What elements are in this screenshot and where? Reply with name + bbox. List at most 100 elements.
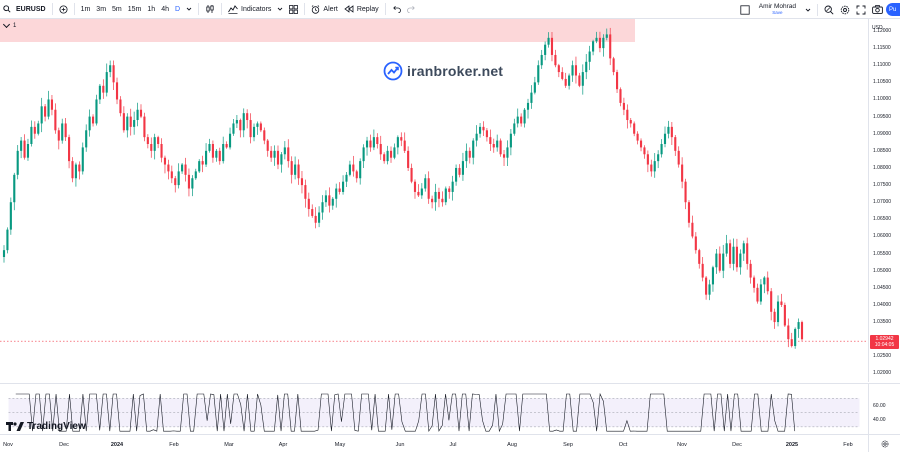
candle xyxy=(407,146,410,172)
top-toolbar: EURUSD 1m 3m 5m 15m 1h 4h D Indicators A… xyxy=(0,0,900,19)
interval-5m[interactable]: 5m xyxy=(112,5,122,13)
toolbar-divider xyxy=(221,3,223,15)
user-layout-info[interactable]: Amir Mohrad Save xyxy=(759,3,796,16)
candle xyxy=(722,244,725,279)
price-chart-canvas[interactable] xyxy=(0,19,868,382)
oscillator-pane[interactable] xyxy=(0,383,868,434)
candle xyxy=(150,137,153,158)
candle xyxy=(523,107,526,128)
undo-icon[interactable] xyxy=(389,0,404,19)
compare-symbol-icon[interactable] xyxy=(56,0,71,19)
candle xyxy=(725,234,728,257)
candle xyxy=(735,238,738,272)
candle xyxy=(612,56,615,76)
candle xyxy=(592,39,595,56)
candle xyxy=(263,127,266,145)
candle xyxy=(537,60,540,85)
interval-dropdown-chevron-icon[interactable] xyxy=(183,0,195,19)
time-settings-gear-icon xyxy=(881,440,888,447)
candle xyxy=(321,195,324,220)
oscillator-scale[interactable]: 60.00 40.00 xyxy=(868,383,900,434)
candle xyxy=(30,120,33,147)
candle xyxy=(475,125,478,147)
time-tick-label: Jun xyxy=(395,442,405,448)
candle xyxy=(115,77,119,105)
candle xyxy=(348,160,351,177)
candle xyxy=(516,108,519,128)
interval-1h[interactable]: 1h xyxy=(147,5,156,13)
candle xyxy=(544,41,547,61)
alert-button[interactable]: Alert xyxy=(308,0,340,19)
symbol-search-icon[interactable] xyxy=(0,0,14,19)
price-tick-label: 1.02000 xyxy=(873,370,892,377)
price-tick-label: 1.09000 xyxy=(873,130,892,137)
time-scale-settings[interactable] xyxy=(868,434,900,452)
candle xyxy=(160,138,163,163)
symbol-name[interactable]: EURUSD xyxy=(16,5,46,13)
candle xyxy=(71,157,74,183)
candle xyxy=(129,108,132,136)
tradingview-logo[interactable]: TradingView xyxy=(6,421,86,432)
layout-checkbox-icon[interactable] xyxy=(737,0,753,19)
interval-15m[interactable]: 15m xyxy=(127,5,142,13)
candle xyxy=(561,67,564,81)
candle xyxy=(496,134,499,152)
publish-button[interactable]: Pu xyxy=(886,3,900,16)
candle xyxy=(242,108,245,138)
time-tick-label: Nov xyxy=(3,442,13,448)
candle xyxy=(102,79,105,99)
candle xyxy=(372,129,375,151)
candle xyxy=(181,162,184,174)
toolbar-divider xyxy=(51,3,53,15)
candle xyxy=(588,45,591,71)
indicators-dropdown-chevron-icon[interactable] xyxy=(274,0,286,19)
candle xyxy=(122,106,125,133)
time-tick-label: Nov xyxy=(677,442,687,448)
candle xyxy=(776,295,780,327)
candle-style-icon[interactable] xyxy=(202,0,218,19)
price-tick-label: 1.07000 xyxy=(873,199,892,206)
candle xyxy=(800,320,804,341)
candle xyxy=(564,72,567,88)
settings-gear-icon[interactable] xyxy=(837,0,853,19)
interval-1d[interactable]: D xyxy=(174,5,181,13)
price-scale[interactable]: USD 1.12000 1.11500 1.11000 1.10500 1.10000 1… xyxy=(868,19,900,382)
time-tick-label: Dec xyxy=(59,442,69,448)
candle xyxy=(465,143,468,168)
interval-1m[interactable]: 1m xyxy=(80,5,91,13)
candle xyxy=(417,184,420,197)
layout-grid-icon[interactable] xyxy=(286,0,301,19)
candle xyxy=(499,138,502,157)
candle xyxy=(112,60,115,91)
candle xyxy=(681,157,684,189)
watermark: iranbroker.net xyxy=(383,61,503,81)
candle xyxy=(571,60,574,82)
candle xyxy=(684,178,687,210)
candle xyxy=(16,145,19,180)
interval-4h[interactable]: 4h xyxy=(161,5,169,13)
snapshot-camera-icon[interactable] xyxy=(869,0,886,19)
redo-icon[interactable] xyxy=(404,0,419,19)
candle xyxy=(13,172,16,211)
candle xyxy=(663,126,667,148)
time-scale[interactable]: Nov Dec 2024 Feb Mar Apr May Jun Jul Aug Sep Oct Nov… xyxy=(0,434,868,452)
candle xyxy=(61,118,64,144)
candle xyxy=(509,128,512,156)
last-price-value: 1.02942 xyxy=(875,335,894,342)
quick-search-icon[interactable] xyxy=(821,0,837,19)
replay-button[interactable]: Replay xyxy=(341,0,382,19)
indicators-button[interactable]: Indicators xyxy=(225,0,274,19)
legend-collapse-toggle[interactable]: 1 xyxy=(2,20,16,29)
candle xyxy=(633,121,636,137)
fullscreen-icon[interactable] xyxy=(853,0,869,19)
layout-dropdown-chevron-icon[interactable] xyxy=(802,0,814,19)
candle xyxy=(739,249,742,275)
time-tick-label: Apr xyxy=(278,442,288,448)
candle xyxy=(328,187,331,213)
price-tick-label: 1.06000 xyxy=(873,233,892,240)
candle xyxy=(33,121,36,139)
interval-3m[interactable]: 3m xyxy=(96,5,107,13)
alarm-clock-icon xyxy=(311,4,320,14)
candle xyxy=(50,94,54,116)
candle xyxy=(708,279,711,301)
